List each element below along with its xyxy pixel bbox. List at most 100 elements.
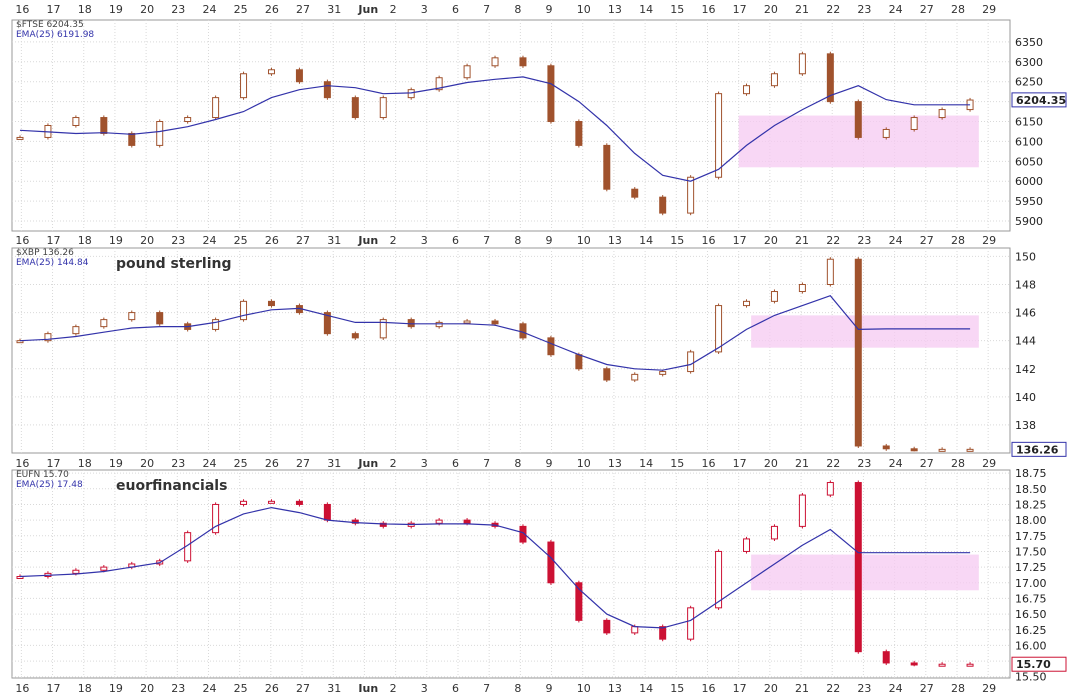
y-tick-label: 18.75 [1015,467,1047,480]
x-tick-label: 27 [296,3,310,16]
candle-body [379,319,387,339]
x-tick-label: 8 [514,682,521,692]
x-tick-label: 23 [171,682,185,692]
x-tick-label: 22 [826,457,840,470]
x-tick-label: 13 [608,3,622,16]
x-tick-label: 7 [483,3,490,16]
candle-body [240,300,248,321]
candle-body [966,663,974,667]
candle-body [715,550,723,609]
candle-body [491,57,499,67]
candle-body [659,626,667,640]
y-tick-label: 6000 [1015,175,1043,188]
candle-body [798,284,806,293]
x-tick-label: 8 [514,457,521,470]
candle-body [463,65,471,79]
candle-body [715,93,723,178]
y-tick-label: 16.25 [1015,624,1047,637]
candle-body [100,117,108,134]
x-tick-label: 16 [701,682,715,692]
x-tick-label: 15 [670,457,684,470]
y-tick-label: 6300 [1015,56,1043,69]
highlight-zone [751,554,979,591]
candle-body [938,663,946,667]
candle-body [687,607,695,640]
x-tick-label: 20 [764,234,778,247]
x-tick-label: 20 [140,457,154,470]
x-tick-label: 17 [733,457,747,470]
x-tick-label: 9 [546,457,553,470]
x-tick-label: 2 [390,234,397,247]
candle-body [770,73,778,87]
x-tick-label: 21 [795,234,809,247]
x-tick-label: 27 [920,682,934,692]
ema-line [19,294,971,371]
candle-body [435,519,443,524]
x-tick-label: 15 [670,234,684,247]
x-tick-label: 31 [327,3,341,16]
candle-body [295,500,303,505]
x-tick-label: 26 [265,234,279,247]
x-tick-label: 29 [982,457,996,470]
candle-body [770,525,778,540]
x-tick-label: 2 [390,3,397,16]
candle-body [882,445,890,450]
last-value-tag [1011,441,1067,457]
candle-body [659,371,667,375]
y-tick-label: 6050 [1015,155,1043,168]
candle-body [212,319,220,330]
x-tick-label: 2 [390,682,397,692]
x-tick-label: 3 [421,682,428,692]
candle-body [379,522,387,527]
x-tick-label: 8 [514,234,521,247]
y-tick-label: 142 [1015,363,1036,376]
last-value-text: 6204.35 [1016,94,1066,107]
candle-body [212,97,220,119]
candle-body [854,482,862,653]
symbol-label: $FTSE 6204.35 [16,20,84,30]
highlight-zone [751,315,979,348]
candle-body [910,662,918,666]
x-tick-label: 16 [701,457,715,470]
x-tick-label: 24 [202,234,216,247]
x-tick-label: 14 [639,234,653,247]
x-tick-label: 21 [795,3,809,16]
x-tick-label: 24 [202,682,216,692]
y-tick-label: 5900 [1015,215,1043,228]
ema-line [19,76,971,182]
candle-body [72,569,80,574]
x-tick-label: Jun [357,234,378,247]
y-tick-label: 140 [1015,391,1036,404]
x-tick-label: 27 [296,234,310,247]
x-tick-label: 15 [670,682,684,692]
x-tick-label: 2 [390,457,397,470]
y-tick-label: 18.25 [1015,498,1047,511]
candle-body [323,81,331,99]
ema-label: EMA(25) 17.48 [16,480,83,490]
x-tick-label: 16 [15,457,29,470]
x-tick-label: 27 [296,682,310,692]
candle-body [715,305,723,353]
x-tick-label: 22 [826,3,840,16]
y-tick-label: 18.50 [1015,483,1047,496]
y-tick-label: 18.00 [1015,514,1047,527]
x-tick-label: 6 [452,457,459,470]
x-tick-label: 27 [920,234,934,247]
x-tick-label: 7 [483,234,490,247]
x-tick-label: 26 [265,457,279,470]
candle-body [631,626,639,634]
x-tick-label: 15 [670,3,684,16]
x-tick-label: 20 [140,234,154,247]
x-tick-label: 3 [421,234,428,247]
candle-body [743,538,751,552]
x-tick-label: 23 [171,457,185,470]
y-tick-label: 144 [1015,335,1036,348]
candle-body [267,300,275,307]
x-tick-label: 17 [47,457,61,470]
x-tick-label: 20 [140,682,154,692]
x-tick-label: 19 [109,682,123,692]
last-value-text: 136.26 [1016,443,1059,456]
x-tick-label: 18 [78,3,92,16]
candle-body [323,503,331,521]
